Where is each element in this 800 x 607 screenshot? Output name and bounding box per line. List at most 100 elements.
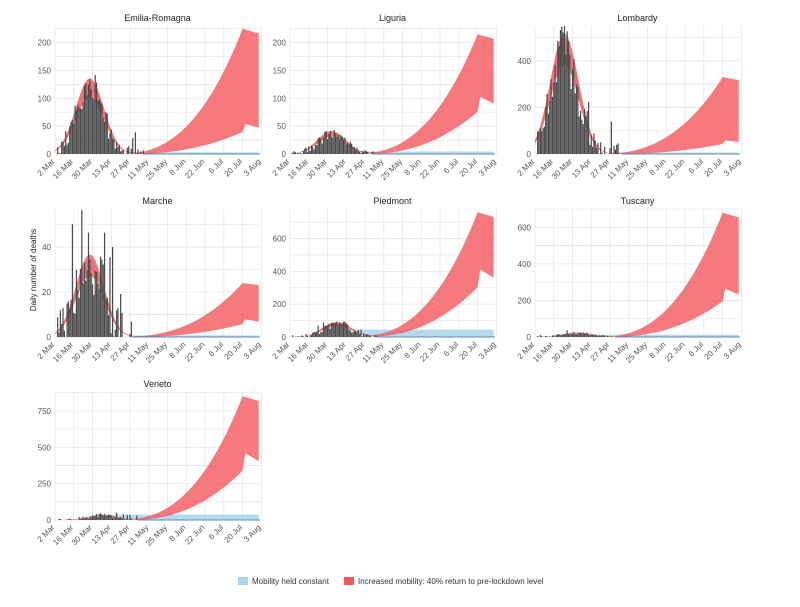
bar [565, 54, 567, 154]
bar [70, 121, 72, 154]
bar [372, 151, 374, 154]
bar [367, 151, 369, 154]
bar [329, 131, 331, 154]
bar [112, 517, 114, 520]
x-tick-label: 20 Jul [223, 523, 245, 545]
bar [549, 336, 551, 337]
bar [87, 518, 90, 520]
bar [334, 133, 337, 154]
bar [321, 143, 323, 154]
bar [93, 99, 95, 154]
y-tick-label: 50 [277, 122, 286, 131]
bar [107, 315, 110, 337]
bar [118, 517, 120, 520]
bar [551, 335, 554, 337]
bar [78, 297, 80, 337]
bar [559, 30, 562, 154]
bar [569, 54, 571, 155]
bar [566, 31, 568, 155]
y-tick-label: 400 [518, 57, 532, 66]
bar [616, 144, 618, 154]
bar [58, 152, 60, 154]
bar [581, 333, 583, 337]
bar [75, 519, 78, 520]
bar [74, 105, 76, 154]
x-tick-label: 3 Aug [722, 157, 743, 178]
bar [571, 69, 574, 154]
bar [318, 137, 321, 154]
band-mobility-increased [290, 212, 494, 337]
bar [292, 335, 294, 337]
bar [58, 518, 60, 520]
bar [320, 331, 322, 337]
panel-title: Tuscany [621, 196, 655, 206]
bar [353, 146, 355, 154]
bar [93, 294, 95, 337]
bar [90, 273, 92, 337]
bar [98, 514, 100, 520]
x-tick-label: 20 Jul [223, 157, 245, 179]
bar [62, 141, 64, 154]
bar [337, 324, 339, 337]
bar [614, 149, 616, 154]
y-tick-label: 100 [273, 94, 287, 103]
x-tick-label: 13 Apr [570, 340, 593, 363]
bar [112, 138, 114, 154]
bar [359, 151, 361, 154]
bar [594, 140, 596, 154]
x-tick-label: 22 Jun [663, 157, 686, 180]
bar [617, 143, 619, 154]
bar [554, 65, 556, 154]
bar [601, 335, 603, 337]
bar [348, 329, 350, 337]
bar [583, 333, 586, 337]
y-tick-label: 0 [47, 333, 52, 342]
y-tick-label: 0 [282, 333, 287, 342]
bar [317, 325, 319, 337]
x-tick-label: 25 May [144, 523, 169, 548]
bar [566, 330, 568, 337]
bar [571, 333, 574, 337]
bar [355, 331, 357, 337]
bar [98, 288, 100, 337]
bar [570, 333, 572, 337]
bar [347, 142, 349, 154]
bar [598, 335, 600, 337]
bar [117, 308, 119, 337]
bar [577, 86, 579, 154]
bar [122, 514, 124, 520]
bar [541, 336, 543, 337]
bar [577, 333, 579, 337]
bar [61, 324, 63, 337]
bar [338, 139, 341, 154]
bar [59, 310, 61, 337]
bar [573, 331, 575, 337]
y-tick-label: 200 [273, 300, 287, 309]
x-tick-label: 30 Mar [70, 523, 94, 547]
bar [103, 232, 106, 337]
bar [342, 139, 345, 154]
bar [70, 519, 72, 520]
x-tick-label: 3 Aug [477, 157, 498, 178]
y-tick-label: 0 [282, 150, 287, 159]
bar [582, 332, 584, 337]
bar [305, 147, 307, 154]
bar [117, 517, 119, 520]
bar [67, 301, 70, 337]
bar [69, 518, 71, 520]
bar [585, 333, 587, 337]
y-tick-label: 200 [273, 39, 287, 48]
bar [336, 137, 338, 154]
bar [594, 334, 596, 337]
bar [99, 513, 102, 520]
y-tick-label: 0 [47, 150, 52, 159]
bar [87, 232, 90, 337]
legend-label-constant: Mobility held constant [252, 577, 330, 586]
bar [581, 119, 583, 154]
bar [106, 113, 108, 154]
bar [82, 283, 84, 337]
bar [569, 334, 571, 337]
panel-title: Marche [142, 196, 172, 206]
